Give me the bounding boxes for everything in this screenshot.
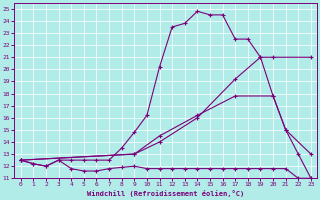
- X-axis label: Windchill (Refroidissement éolien,°C): Windchill (Refroidissement éolien,°C): [87, 190, 244, 197]
